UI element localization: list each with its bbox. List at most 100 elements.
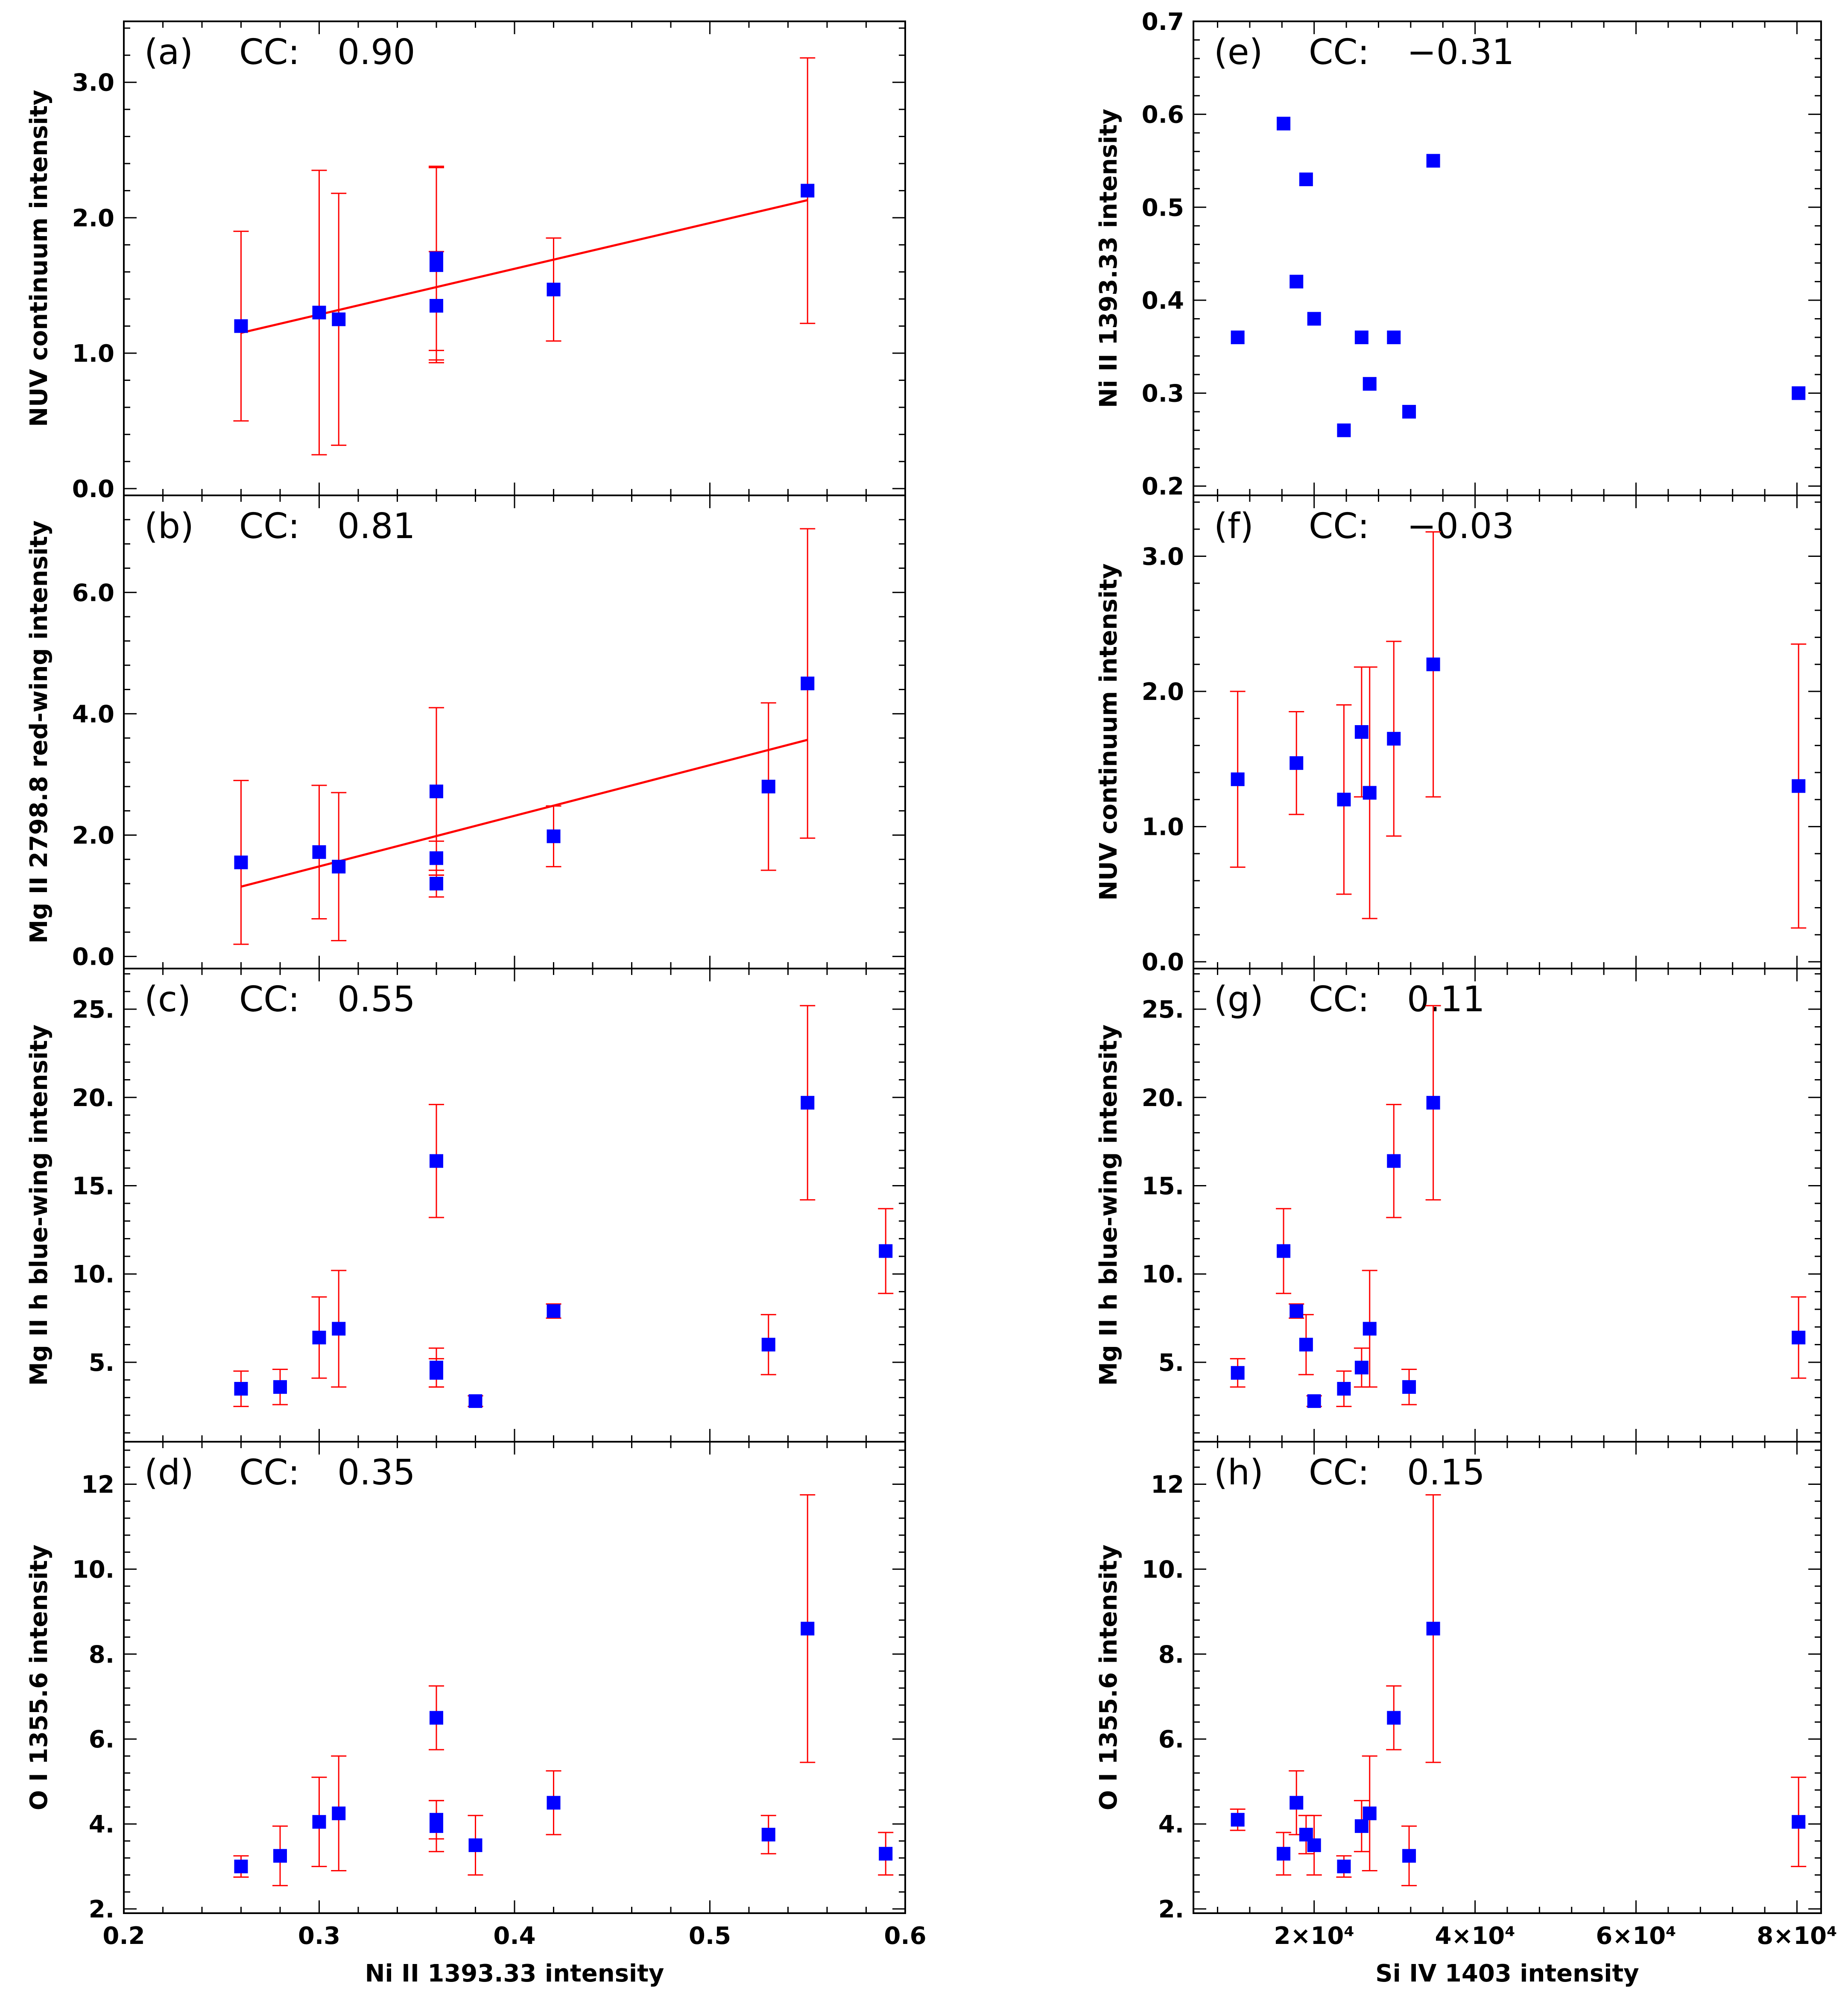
data-point xyxy=(879,1847,893,1861)
data-point xyxy=(1354,1361,1368,1375)
y-tick-label: 6. xyxy=(1158,1726,1184,1753)
data-point xyxy=(1402,1380,1416,1394)
data-point xyxy=(1290,756,1304,770)
data-point xyxy=(1354,1819,1368,1833)
data-point xyxy=(1299,1338,1313,1352)
y-tick-label: 15. xyxy=(1142,1173,1184,1200)
y-tick-label: 20. xyxy=(72,1084,114,1112)
data-point xyxy=(1354,331,1368,344)
panel-label: (d) xyxy=(144,1452,194,1493)
y-tick-label: 10. xyxy=(1142,1556,1184,1584)
data-point xyxy=(332,312,346,326)
data-point xyxy=(801,676,815,691)
y-tick-label: 0.6 xyxy=(1142,101,1184,129)
y-tick-label: 0.3 xyxy=(1142,380,1184,408)
y-tick-label: 4.0 xyxy=(72,700,114,728)
panels: 0.0 1.0 2.0 3.0 NUV continuum intensity (a) CC… xyxy=(25,8,1837,1987)
data-point xyxy=(332,860,346,874)
data-point xyxy=(1299,173,1313,186)
data-point xyxy=(1363,377,1377,391)
data-point xyxy=(1402,405,1416,419)
y-tick-label: 5. xyxy=(89,1349,114,1377)
y-axis-title: Ni II 1393.33 intensity xyxy=(1095,109,1123,408)
y-axis-title: Mg II h blue-wing intensity xyxy=(25,1024,53,1386)
data-point xyxy=(761,779,775,793)
data-point xyxy=(430,299,443,313)
data-point xyxy=(1426,1096,1440,1110)
data-point xyxy=(312,305,326,319)
data-point xyxy=(312,1331,326,1345)
cc-value: −0.31 xyxy=(1407,32,1514,73)
y-tick-label: 2.0 xyxy=(72,205,114,232)
data-point xyxy=(468,1394,482,1408)
y-tick-label: 0.0 xyxy=(1142,948,1184,976)
data-point xyxy=(430,1154,443,1168)
y-tick-label: 12 xyxy=(81,1471,114,1499)
data-point xyxy=(801,184,815,198)
x-tick-label: 4×10⁴ xyxy=(1435,1922,1515,1950)
data-point xyxy=(273,1849,287,1863)
y-tick-label: 2. xyxy=(89,1896,114,1923)
data-point xyxy=(1277,1847,1291,1861)
y-tick-label: 8. xyxy=(89,1641,114,1668)
panel-label: (e) xyxy=(1214,32,1263,73)
y-axis-title: Mg II 2798.8 red-wing intensity xyxy=(25,521,53,944)
cc-label: CC: xyxy=(1309,979,1369,1020)
panel-c: 5. 10. 15. 20. 25. Mg II h blue-wing intensit… xyxy=(25,968,906,1443)
y-tick-label: 15. xyxy=(72,1173,114,1200)
y-tick-label: 20. xyxy=(1142,1084,1184,1112)
cc-label: CC: xyxy=(1309,506,1369,547)
y-tick-label: 8. xyxy=(1158,1641,1184,1668)
data-point xyxy=(312,1815,326,1829)
data-point xyxy=(1792,1331,1806,1345)
data-point xyxy=(234,855,248,869)
data-point xyxy=(1792,1815,1806,1829)
y-axis-title: O I 1355.6 intensity xyxy=(25,1545,53,1811)
data-point xyxy=(879,1244,893,1258)
data-point xyxy=(1363,1806,1377,1821)
y-tick-label: 6.0 xyxy=(72,579,114,607)
panel-e: 0.2 0.3 0.4 0.5 0.6 0.7 Ni II 1393.33 intensit… xyxy=(1095,8,1822,501)
y-tick-label: 0.5 xyxy=(1142,194,1184,222)
data-point xyxy=(1792,386,1806,400)
panel-h: 2. 4. 6. 8. 10. 12 2×10⁴ 4×10⁴ 6×10⁴ 8×10⁴ O I 135… xyxy=(1095,1441,1837,1987)
data-point xyxy=(430,1366,443,1380)
y-tick-label: 2.0 xyxy=(72,822,114,849)
data-point xyxy=(801,1096,815,1110)
panel-a: 0.0 1.0 2.0 3.0 NUV continuum intensity (a) CC… xyxy=(25,20,906,503)
x-axis-title: Si IV 1403 intensity xyxy=(1375,1960,1639,1987)
data-point xyxy=(547,1304,561,1318)
data-point xyxy=(1337,1382,1351,1396)
cc-value: 0.35 xyxy=(337,1452,415,1493)
panel-label: (g) xyxy=(1214,979,1263,1020)
data-point xyxy=(1363,1322,1377,1336)
cc-value: −0.03 xyxy=(1407,506,1514,547)
data-point xyxy=(1337,1859,1351,1873)
x-tick-label: 0.6 xyxy=(884,1922,926,1950)
y-tick-label: 1.0 xyxy=(1142,814,1184,841)
data-point xyxy=(1387,331,1401,344)
data-point xyxy=(1426,1622,1440,1636)
cc-label: CC: xyxy=(239,979,300,1020)
data-point xyxy=(1290,275,1304,289)
data-point xyxy=(1426,657,1440,671)
data-point xyxy=(234,319,248,333)
data-point xyxy=(1337,793,1351,807)
data-point xyxy=(430,784,443,799)
data-point xyxy=(547,829,561,843)
x-tick-label: 0.5 xyxy=(689,1922,731,1950)
x-tick-label: 8×10⁴ xyxy=(1757,1922,1837,1950)
y-tick-label: 3.0 xyxy=(1142,543,1184,571)
y-tick-label: 0.0 xyxy=(72,943,114,971)
data-point xyxy=(1290,1796,1304,1810)
data-point xyxy=(1387,1154,1401,1168)
y-axis-title: NUV continuum intensity xyxy=(1095,563,1123,901)
x-tick-label: 0.2 xyxy=(102,1922,145,1950)
data-point xyxy=(1231,331,1245,344)
cc-label: CC: xyxy=(1309,1452,1369,1493)
data-point xyxy=(547,282,561,296)
y-tick-label: 0.7 xyxy=(1142,8,1184,36)
y-tick-label: 5. xyxy=(1158,1349,1184,1377)
panel-g: 5. 10. 15. 20. 25. Mg II h blue-wing intensit… xyxy=(1095,968,1822,1443)
data-point xyxy=(1307,1838,1321,1852)
